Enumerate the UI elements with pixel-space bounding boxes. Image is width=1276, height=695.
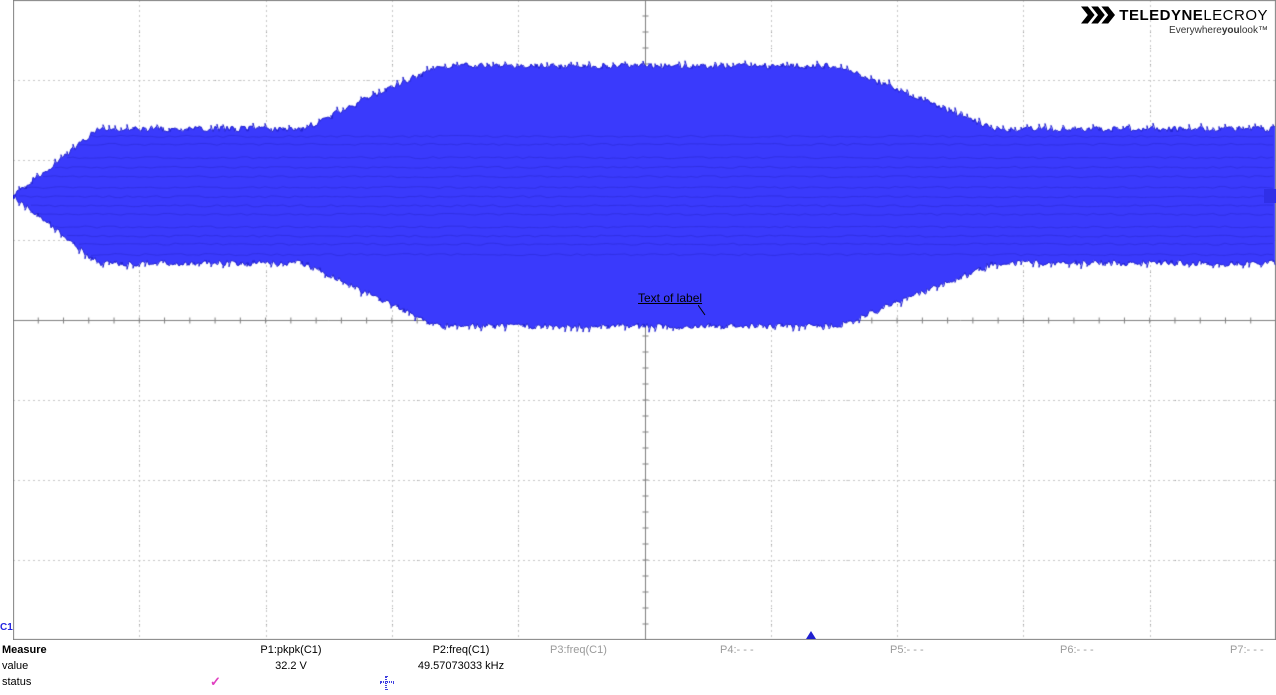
param-1-name[interactable]: P1:pkpk(C1) — [206, 642, 376, 658]
status-row-label: status — [0, 674, 206, 690]
param-6-name[interactable]: P6:- - - — [1056, 642, 1226, 658]
param-1-value: 32.2 V — [206, 658, 376, 674]
table-row-status: status ✓ — [0, 674, 1276, 690]
check-icon: ✓ — [210, 674, 221, 690]
oscilloscope-display[interactable]: TELEDYNE LECROY Everywhereyoulook™ Text … — [13, 0, 1276, 640]
crosshair-icon — [380, 676, 392, 688]
waveform-annotation-label[interactable]: Text of label — [638, 291, 702, 305]
measurement-panel: Measure P1:pkpk(C1)P2:freq(C1)P3:freq(C1… — [0, 642, 1276, 695]
param-6-status — [1056, 674, 1226, 690]
param-5-status — [886, 674, 1056, 690]
param-4-name[interactable]: P4:- - - — [716, 642, 886, 658]
param-4-status — [716, 674, 886, 690]
table-row-measure: Measure P1:pkpk(C1)P2:freq(C1)P3:freq(C1… — [0, 642, 1276, 658]
value-row-label: value — [0, 658, 206, 674]
waveform-canvas — [13, 0, 1276, 640]
param-6-value — [1056, 658, 1226, 674]
param-5-value — [886, 658, 1056, 674]
param-7-value — [1226, 658, 1276, 674]
param-3-status — [546, 674, 716, 690]
param-5-name[interactable]: P5:- - - — [886, 642, 1056, 658]
param-2-value: 49.57073033 kHz — [376, 658, 546, 674]
teledyne-chevrons-icon — [1081, 6, 1115, 24]
table-row-value: value 32.2 V49.57073033 kHz — [0, 658, 1276, 674]
param-2-name[interactable]: P2:freq(C1) — [376, 642, 546, 658]
channel-1-indicator: C1 — [0, 622, 13, 633]
param-7-name[interactable]: P7:- - - — [1226, 642, 1276, 658]
param-1-status: ✓ — [206, 674, 376, 690]
measure-row-label: Measure — [0, 642, 206, 658]
brand-text-1: TELEDYNE — [1119, 7, 1203, 24]
param-7-status — [1226, 674, 1276, 690]
brand-logo: TELEDYNE LECROY Everywhereyoulook™ — [1081, 6, 1268, 36]
param-3-value — [546, 658, 716, 674]
measurement-table: Measure P1:pkpk(C1)P2:freq(C1)P3:freq(C1… — [0, 642, 1276, 690]
brand-text-2: LECROY — [1203, 7, 1268, 24]
brand-tagline: Everywhereyoulook™ — [1081, 25, 1268, 36]
param-3-name[interactable]: P3:freq(C1) — [546, 642, 716, 658]
trigger-level-marker[interactable] — [1264, 189, 1276, 203]
param-4-value — [716, 658, 886, 674]
param-2-status — [376, 674, 546, 690]
annotation-leader-line — [698, 305, 707, 317]
trigger-time-marker[interactable] — [806, 631, 816, 639]
